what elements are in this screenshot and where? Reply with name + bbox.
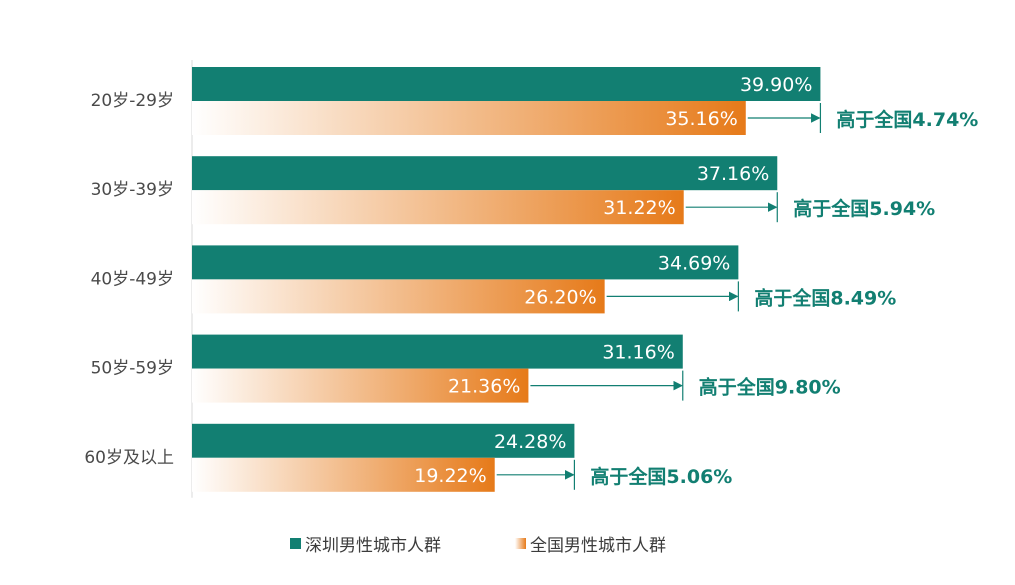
legend-item-shenzhen: 深圳男性城市人群: [290, 531, 441, 556]
bar-shenzhen-4: [192, 423, 575, 458]
legend: 深圳男性城市人群 全国男性城市人群: [0, 531, 1015, 556]
bar-national-3: [192, 368, 529, 403]
value-label-shenzhen-2: 34.69%: [658, 252, 730, 274]
diff-annotation-0: 高于全国4.74%: [836, 108, 978, 131]
value-label-national-4: 19.22%: [414, 465, 486, 487]
bar-national-1: [192, 190, 684, 225]
value-label-shenzhen-3: 31.16%: [602, 342, 674, 364]
diff-annotation-2: 高于全国8.49%: [754, 286, 896, 309]
value-label-shenzhen-1: 37.16%: [697, 163, 769, 185]
category-label-2: 40岁-49岁: [91, 269, 174, 289]
category-label-0: 20岁-29岁: [91, 91, 174, 111]
bar-national-4: [192, 457, 495, 492]
value-label-shenzhen-4: 24.28%: [494, 431, 566, 453]
category-label-1: 30岁-39岁: [91, 180, 174, 200]
category-label-3: 50岁-59岁: [91, 359, 174, 379]
value-label-national-0: 35.16%: [665, 108, 737, 130]
legend-label-national: 全国男性城市人群: [530, 536, 666, 556]
diff-annotation-3: 高于全国9.80%: [699, 376, 841, 399]
legend-item-national: 全国男性城市人群: [515, 531, 666, 556]
legend-swatch-national: [515, 538, 526, 549]
bar-shenzhen-0: [192, 67, 821, 101]
legend-swatch-shenzhen: [290, 538, 301, 549]
value-label-national-3: 21.36%: [448, 376, 520, 398]
value-label-national-1: 31.22%: [603, 197, 675, 219]
bar-national-0: [192, 101, 746, 135]
bar-shenzhen-3: [192, 334, 683, 369]
diff-annotation-1: 高于全国5.94%: [793, 197, 935, 220]
bar-shenzhen-2: [192, 245, 739, 280]
legend-label-shenzhen: 深圳男性城市人群: [305, 536, 441, 556]
bar-shenzhen-1: [192, 156, 778, 191]
value-label-shenzhen-0: 39.90%: [740, 74, 812, 96]
value-label-national-2: 26.20%: [524, 286, 596, 308]
bar-national-2: [192, 279, 605, 314]
diff-annotation-4: 高于全国5.06%: [590, 465, 732, 488]
category-label-4: 60岁及以上: [84, 448, 174, 468]
